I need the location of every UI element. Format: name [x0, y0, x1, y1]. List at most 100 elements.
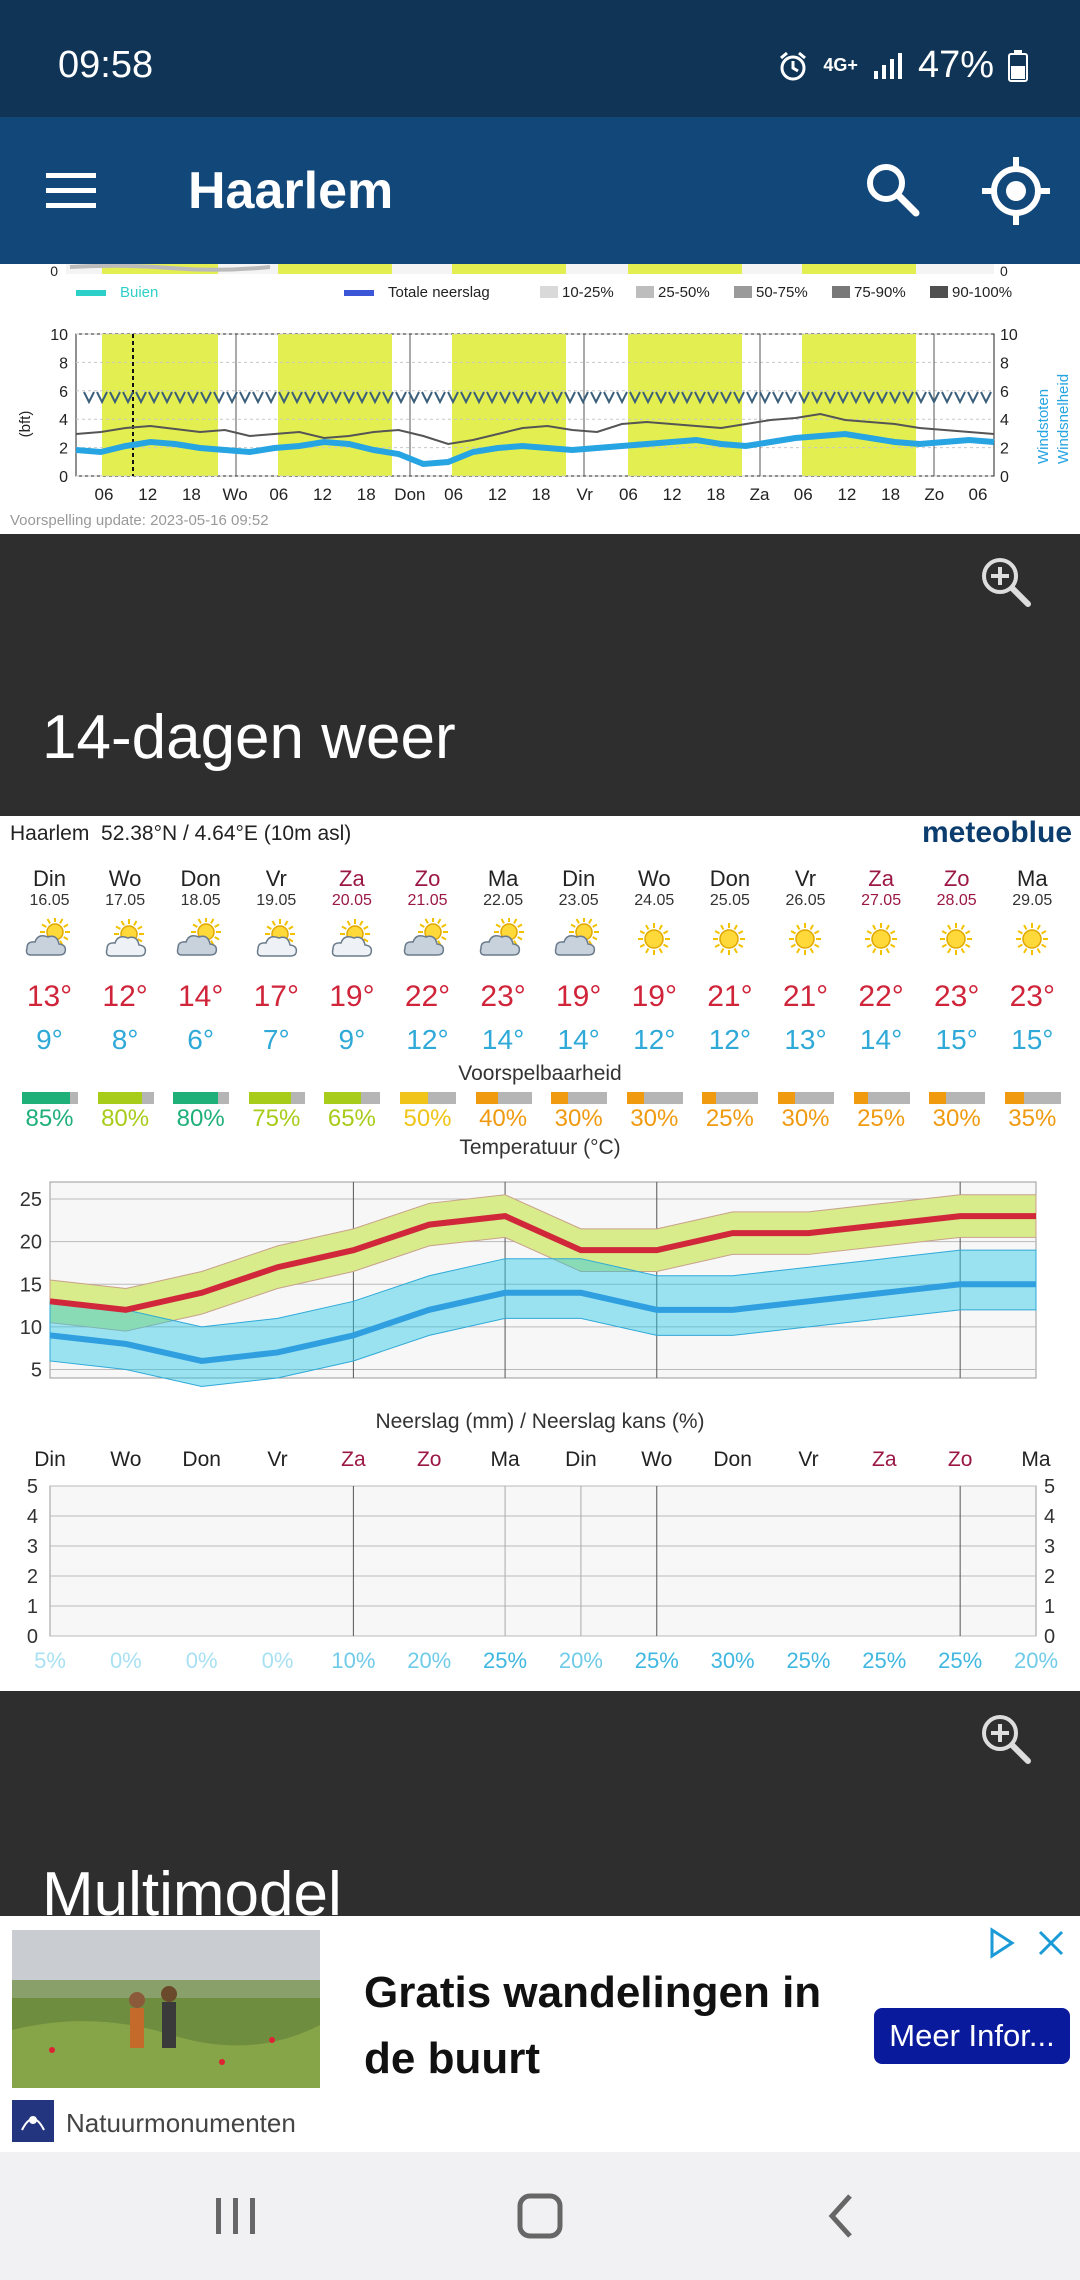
- reliability-bar-fill: [778, 1092, 795, 1104]
- x-tick-label: 18: [881, 485, 900, 504]
- ad-cta-button[interactable]: Meer Infor...: [874, 2008, 1070, 2064]
- reliability-percent: 30%: [630, 1105, 679, 1132]
- wind-arrow: [603, 391, 615, 405]
- precip-axis-label-right: 1: [1044, 1596, 1055, 1618]
- back-icon[interactable]: [812, 2186, 872, 2246]
- precip-axis-label: 3: [27, 1536, 38, 1558]
- wind-arrow: [434, 391, 446, 405]
- day-date: 24.05: [634, 892, 675, 909]
- wind-arrow: [122, 391, 134, 405]
- wind-arrow: [915, 391, 927, 405]
- day-date: 26.05: [785, 892, 826, 909]
- y-tick-label-right: 0: [1000, 469, 1009, 486]
- y-tick-label: 6: [59, 384, 68, 401]
- wind-arrow: [512, 391, 524, 405]
- precip-day-label: Vr: [267, 1448, 287, 1471]
- precip-axis-label-right: 3: [1044, 1536, 1055, 1558]
- day-name: Don: [709, 866, 751, 891]
- reliability-bar-fill: [324, 1092, 361, 1104]
- ad-image[interactable]: [12, 1930, 320, 2088]
- precip-axis-label: 5: [27, 1476, 38, 1498]
- precip-day-label: Don: [713, 1448, 752, 1471]
- precip-axis-label: 4: [27, 1506, 38, 1528]
- wind-arrow: [746, 391, 758, 405]
- wind-arrow: [239, 391, 251, 405]
- menu-icon[interactable]: [44, 163, 100, 219]
- ad-choices-icon[interactable]: [984, 1926, 1018, 1960]
- x-tick-label: Wo: [222, 485, 247, 504]
- x-tick-label: 12: [837, 485, 856, 504]
- x-tick-label: 18: [706, 485, 725, 504]
- daylight-band: [102, 334, 218, 476]
- sun-icon: [1006, 918, 1058, 960]
- precip-day-label: Zo: [948, 1448, 973, 1471]
- precip-axis-label-right: 2: [1044, 1566, 1055, 1588]
- ad-banner[interactable]: Gratis wandelingen in de buurt Meer Info…: [0, 1916, 1080, 2152]
- precip-label: Neerslag (mm) / Neerslag kans (%): [375, 1410, 705, 1433]
- temp-min: 15°: [935, 1024, 978, 1055]
- temp-axis-label: 25: [20, 1189, 42, 1211]
- wind-arrow: [590, 391, 602, 405]
- home-icon[interactable]: [510, 2186, 570, 2246]
- x-tick-label: 06: [794, 485, 813, 504]
- day-column: Ma 22.05: [466, 866, 541, 910]
- reliability-bar: [248, 1092, 305, 1104]
- x-tick-label: 06: [619, 485, 638, 504]
- wind-arrow: [642, 391, 654, 405]
- wind-arrow: [733, 391, 745, 405]
- y-tick-label-right: 4: [1000, 412, 1009, 429]
- search-icon[interactable]: [860, 157, 924, 221]
- y-tick-label: 0: [59, 469, 68, 486]
- zoom-in-icon[interactable]: [978, 1711, 1034, 1767]
- day-date: 27.05: [861, 892, 902, 909]
- legend-label: 50-75%: [756, 284, 808, 301]
- x-tick-label: 06: [95, 485, 114, 504]
- recent-apps-icon[interactable]: [206, 2186, 266, 2246]
- reliability-bar: [400, 1092, 456, 1104]
- location-icon[interactable]: [980, 155, 1052, 227]
- day-date: 19.05: [256, 892, 297, 909]
- wind-arrow: [616, 391, 628, 405]
- wind-arrow: [967, 391, 979, 405]
- temp-max: 22°: [858, 980, 904, 1013]
- day-column: Zo 21.05: [390, 866, 465, 910]
- legend-label: 90-100%: [952, 284, 1012, 301]
- day-date: 22.05: [483, 892, 524, 909]
- wind-arrow: [109, 391, 121, 405]
- wind-arrow: [499, 391, 511, 405]
- precip-chance: 30%: [711, 1648, 755, 1673]
- forecast-14-day-panel[interactable]: Haarlem 52.38°N / 4.64°E (10m asl) meteo…: [0, 816, 1080, 1691]
- wind-arrow: [824, 391, 836, 405]
- day-name: Don: [180, 866, 221, 891]
- reliability-percent: 65%: [327, 1105, 376, 1132]
- temp-max: 23°: [1009, 980, 1055, 1013]
- daylight-band: [802, 334, 916, 476]
- meteogram-chart: 0 0 Buien Totale neerslag 10-25% 25-50% 50-7…: [17, 264, 1072, 504]
- wind-arrow: [720, 391, 732, 405]
- precip-chance: 0%: [110, 1648, 142, 1673]
- precip-day-label: Vr: [798, 1448, 818, 1471]
- reliability-bar: [475, 1092, 532, 1104]
- close-icon[interactable]: [1034, 1926, 1068, 1960]
- zoom-in-icon[interactable]: [978, 554, 1034, 610]
- meteoblue-logo: meteoblue: [921, 816, 1072, 849]
- reliability-label: Voorspelbaarheid: [458, 1062, 622, 1085]
- legend-item: 75-90%: [832, 284, 906, 301]
- x-tick-label: 18: [532, 485, 551, 504]
- wind-arrow: [148, 391, 160, 405]
- precip-axis-label-right: 0: [1044, 1626, 1055, 1648]
- wind-arrow: [265, 391, 277, 405]
- wind-arrow: [629, 391, 641, 405]
- reliability-bar-fill: [400, 1092, 428, 1104]
- wind-arrow: [473, 391, 485, 405]
- precip-chance: 25%: [862, 1648, 906, 1673]
- day-column: Za 27.05: [844, 866, 919, 910]
- ad-headline[interactable]: Gratis wandelingen in de buurt: [364, 1968, 822, 2083]
- temp-min: 14°: [859, 1024, 903, 1055]
- wind-arrow: [902, 391, 914, 405]
- temperature-label: Temperatuur (°C): [459, 1136, 621, 1159]
- wind-arrow: [772, 391, 784, 405]
- day-date: 23.05: [558, 892, 599, 909]
- wind-arrow: [928, 391, 940, 405]
- day-name: Zo: [414, 866, 441, 891]
